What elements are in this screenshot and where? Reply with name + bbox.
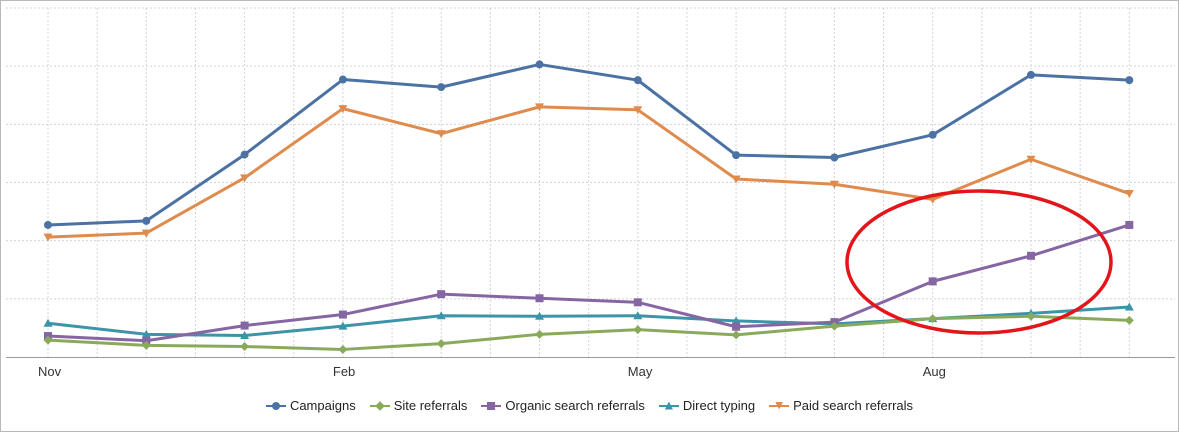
data-point [240, 330, 250, 339]
series-campaigns [44, 60, 1134, 229]
annotation-ellipse [845, 189, 1113, 335]
data-point [338, 310, 347, 319]
x-tick-label: May [628, 364, 653, 379]
data-point [141, 340, 151, 350]
legend-swatch [369, 400, 390, 412]
series-line [47, 314, 1130, 351]
legend-swatch [658, 400, 679, 412]
data-point [535, 329, 544, 339]
series-line [47, 223, 1130, 343]
legend-swatch [481, 400, 502, 412]
data-point [1124, 302, 1134, 311]
legend-item-paid-search-referrals[interactable]: Paid search referrals [769, 398, 913, 413]
x-tick-labels: Nov Feb May Aug [38, 364, 946, 379]
legend-label: Campaigns [289, 398, 356, 413]
data-point [732, 151, 741, 160]
data-point [338, 105, 348, 114]
data-point [829, 180, 839, 189]
data-point [928, 195, 938, 204]
horizontal-gridlines [6, 7, 1175, 300]
data-point [141, 329, 151, 338]
data-point [43, 233, 53, 242]
data-point [535, 311, 544, 320]
data-point [732, 322, 741, 331]
data-point [338, 344, 348, 354]
data-point [1124, 315, 1134, 325]
data-point [43, 318, 53, 327]
data-point [338, 75, 347, 84]
legend-item-organic-search-referrals[interactable]: Organic search referrals [481, 398, 645, 413]
data-point [928, 277, 937, 286]
data-point [731, 175, 741, 184]
data-point [633, 298, 642, 307]
legend-label: Paid search referrals [793, 398, 914, 413]
data-point [633, 311, 643, 320]
data-point [240, 321, 249, 330]
data-point [1124, 190, 1134, 199]
data-point [142, 216, 151, 225]
x-tick-label: Feb [333, 364, 355, 379]
legend-swatch [769, 400, 790, 412]
data-point [436, 311, 446, 320]
data-point [830, 153, 839, 162]
data-point [436, 130, 446, 139]
series-line [47, 62, 1130, 227]
data-point [44, 220, 52, 229]
series-site-referrals [43, 311, 1134, 354]
data-point [731, 316, 741, 325]
data-point [928, 314, 938, 324]
data-point [535, 294, 544, 303]
legend-item-site-referrals[interactable]: Site referrals [369, 398, 468, 413]
data-point [338, 321, 348, 330]
data-point [142, 336, 151, 345]
data-point [1027, 70, 1035, 79]
data-point [437, 290, 446, 299]
data-point [436, 339, 446, 349]
data-point [1026, 155, 1036, 164]
data-point [633, 106, 643, 115]
data-point [240, 342, 250, 352]
legend-label: Direct typing [682, 398, 756, 413]
data-point [240, 174, 250, 183]
data-point [535, 60, 544, 69]
data-point [1026, 311, 1036, 321]
series-organic-search-referrals [44, 220, 1134, 345]
legend-swatch [265, 400, 286, 412]
data-point [633, 76, 642, 85]
legend-item-campaigns[interactable]: Campaigns [265, 398, 356, 413]
data-point [141, 229, 151, 238]
data-point [240, 150, 249, 159]
data-point [1125, 76, 1134, 85]
legend-item-direct-typing[interactable]: Direct typing [658, 398, 756, 413]
legend: Campaigns Site referrals Organic search re… [0, 398, 1179, 413]
data-point [437, 83, 446, 92]
x-tick-label: Aug [923, 364, 946, 379]
legend-label: Organic search referrals [505, 398, 645, 413]
line-chart: Nov Feb May Aug [6, 7, 1175, 379]
data-point [829, 321, 839, 331]
data-point [43, 335, 53, 345]
x-tick-label: Nov [38, 364, 62, 379]
data-point [731, 330, 741, 340]
data-point [1125, 220, 1134, 229]
data-point [928, 130, 937, 139]
data-point [633, 325, 643, 335]
data-point [535, 103, 544, 112]
data-point [1027, 251, 1035, 260]
legend-label: Site referrals [393, 398, 468, 413]
